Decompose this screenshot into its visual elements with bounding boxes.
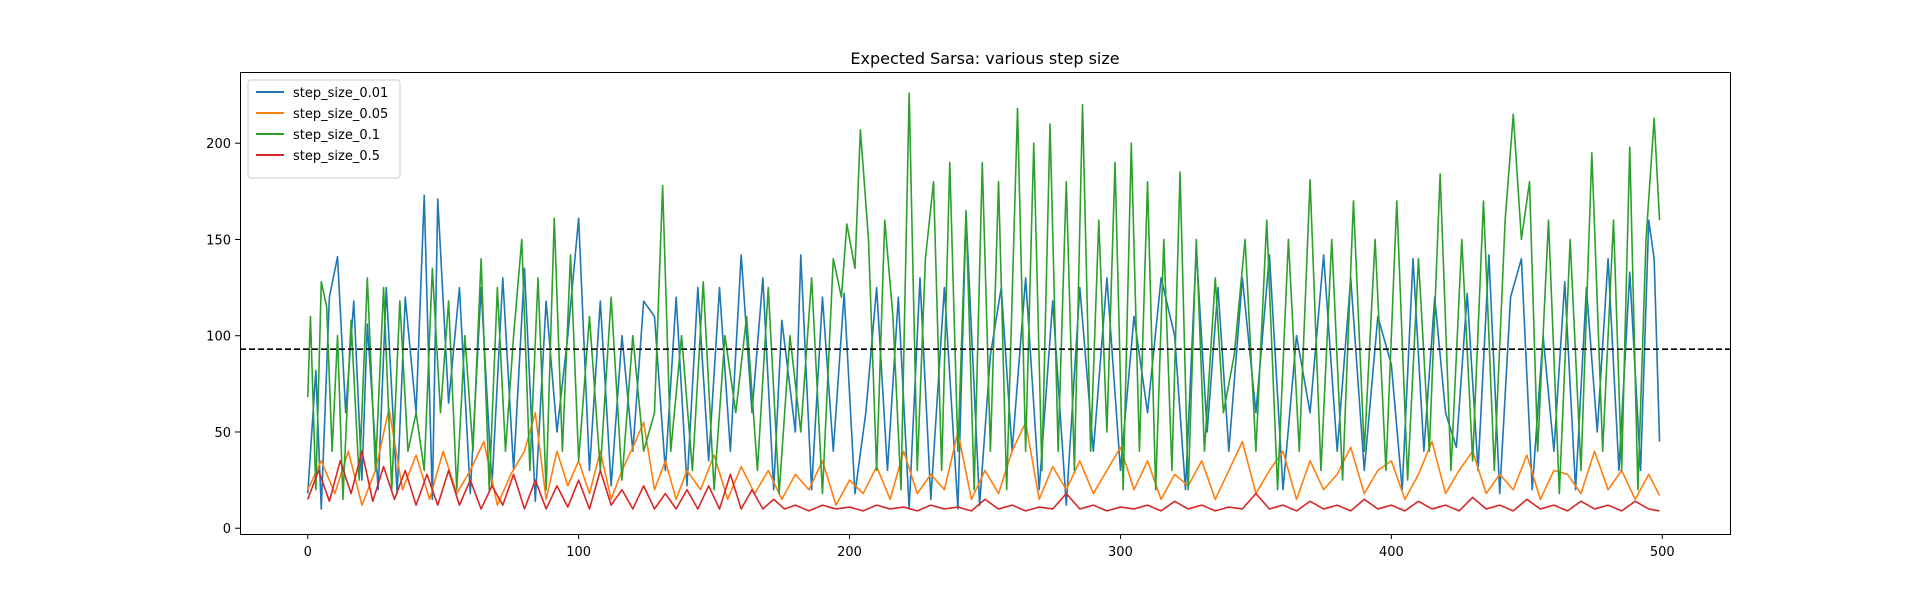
series-line-step_size_0.1 <box>306 92 1661 501</box>
x-tick-label: 0 <box>304 545 312 560</box>
x-tick-label: 300 <box>1108 545 1133 560</box>
series-line-step_size_0.05 <box>307 408 1661 506</box>
legend-label-step_size_0.5: step_size_0.5 <box>293 149 380 164</box>
y-tick-label: 0 <box>223 522 231 537</box>
plot-frame <box>240 72 1731 535</box>
y-axis: 0 50 100 150 200 <box>206 137 240 537</box>
y-tick-label: 50 <box>214 426 231 441</box>
x-axis: 0 100 200 300 400 500 <box>304 534 1675 560</box>
x-tick-label: 400 <box>1379 545 1404 560</box>
series-line-step_size_0.01 <box>306 194 1661 510</box>
chart-title: Expected Sarsa: various step size <box>850 49 1119 68</box>
y-tick-label: 150 <box>206 233 231 248</box>
y-tick-label: 100 <box>206 330 231 345</box>
legend-box <box>247 79 401 179</box>
legend: step_size_0.01 step_size_0.05 step_size_0.… <box>247 79 401 179</box>
legend-label-step_size_0.1: step_size_0.1 <box>293 128 380 143</box>
series-line-step_size_0.5 <box>306 450 1660 512</box>
legend-label-step_size_0.05: step_size_0.05 <box>293 107 388 122</box>
x-tick-label: 100 <box>566 545 591 560</box>
series-layer <box>306 92 1661 512</box>
legend-label-step_size_0.01: step_size_0.01 <box>293 86 388 101</box>
x-tick-label: 500 <box>1650 545 1675 560</box>
x-tick-label: 200 <box>837 545 862 560</box>
y-tick-label: 200 <box>206 137 231 152</box>
